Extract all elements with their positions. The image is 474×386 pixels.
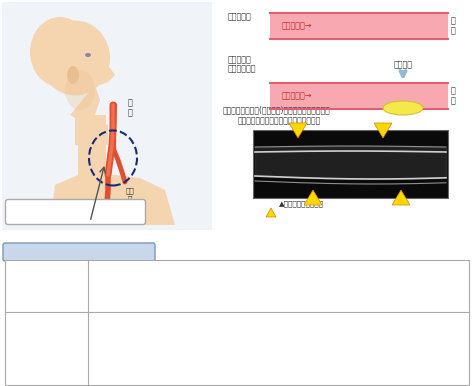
Text: 血液の流れ→: 血液の流れ→	[282, 22, 312, 30]
Text: 頸動脈超音波検査の所見: 頸動脈超音波検査の所見	[53, 247, 105, 257]
Text: 血液の流れ→: 血液の流れ→	[282, 91, 312, 100]
Ellipse shape	[40, 20, 110, 95]
Text: 動脈硬化を: 動脈硬化を	[228, 56, 252, 64]
Text: 動脈硬化性の変化(プラーク)が見られる超音波画像: 動脈硬化性の変化(プラーク)が見られる超音波画像	[223, 105, 331, 115]
Text: 限局性動脈壁肥厚: 限局性動脈壁肥厚	[27, 344, 65, 353]
FancyBboxPatch shape	[6, 200, 146, 225]
FancyBboxPatch shape	[3, 243, 155, 261]
Text: 正常な血管: 正常な血管	[228, 12, 252, 22]
Text: 起こした血管: 起こした血管	[228, 64, 256, 73]
Polygon shape	[304, 190, 322, 205]
Bar	[270, 13, 448, 39]
Bar	[2, 2, 212, 230]
Text: 肥厚が進むと血液の通り道が細くなるので流れが悪くなります。: 肥厚が進むと血液の通り道が細くなるので流れが悪くなります。	[98, 357, 225, 363]
Text: 頸動脈の血管内壁にみられる1.1mm以上の限局したふくらみ（隆起）です。: 頸動脈の血管内壁にみられる1.1mm以上の限局したふくらみ（隆起）です。	[98, 321, 260, 327]
Text: 血管壁が厚く不整な様子が観察できます: 血管壁が厚く不整な様子が観察できます	[238, 117, 321, 125]
Text: プラークとも言われます。: プラークとも言われます。	[98, 339, 151, 345]
Text: 動脈硬化により頸動脈の血管の内壁が厚くなることです。: 動脈硬化により頸動脈の血管の内壁が厚くなることです。	[98, 271, 212, 277]
Polygon shape	[70, 85, 100, 120]
Text: 肥厚が進むと血液の通り道が細くなるので流れが悪くなります。: 肥厚が進むと血液の通り道が細くなるので流れが悪くなります。	[98, 289, 225, 295]
Ellipse shape	[383, 101, 423, 115]
Bar	[5, 260, 469, 385]
Text: 頭
側: 頭 側	[451, 86, 456, 106]
Ellipse shape	[67, 66, 79, 84]
Polygon shape	[392, 190, 410, 205]
Text: プラーク: プラーク	[393, 61, 412, 69]
Text: この部分を観察しています: この部分を観察しています	[46, 208, 103, 217]
Polygon shape	[50, 175, 175, 225]
Ellipse shape	[30, 17, 90, 87]
Text: 心臓
側: 心臓 側	[126, 188, 134, 202]
Text: 頭
側: 頭 側	[451, 16, 456, 36]
Bar	[253, 130, 448, 198]
Ellipse shape	[85, 53, 91, 57]
Text: 動脈壁肥厚: 動脈壁肥厚	[35, 281, 58, 291]
Polygon shape	[289, 123, 307, 138]
Bar	[78, 115, 106, 175]
Bar	[270, 83, 448, 109]
Polygon shape	[266, 208, 276, 217]
Text: 頭
側: 頭 側	[128, 98, 132, 118]
Polygon shape	[75, 118, 108, 145]
Polygon shape	[95, 62, 115, 85]
Polygon shape	[374, 123, 392, 138]
Text: ▲は血管壁を示します: ▲は血管壁を示します	[279, 201, 324, 207]
Ellipse shape	[65, 70, 95, 110]
